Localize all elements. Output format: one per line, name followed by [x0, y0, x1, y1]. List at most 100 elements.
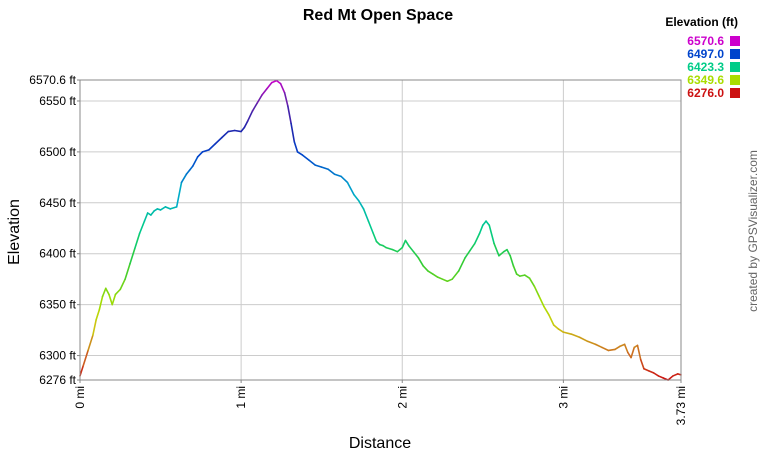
profile-segment: [498, 250, 505, 257]
profile-segment: [119, 278, 126, 291]
profile-segment: [150, 210, 155, 216]
profile-segment: [333, 173, 342, 178]
profile-segment: [114, 288, 122, 296]
profile-segment: [473, 232, 481, 245]
profile-segment: [422, 265, 429, 272]
x-tick-label: 3 mi: [556, 386, 570, 409]
profile-segment: [188, 165, 194, 172]
profile-segment: [401, 239, 407, 249]
profile-segment: [478, 224, 484, 235]
profile-segment: [446, 278, 454, 283]
profile-segment: [251, 102, 259, 112]
y-tick-label: 6450 ft: [39, 196, 76, 210]
x-tick-label: 1 mi: [234, 386, 248, 409]
profile-segment: [676, 373, 682, 376]
profile-segment: [464, 249, 471, 259]
legend-swatch: [730, 75, 740, 85]
profile-segment: [451, 270, 460, 280]
profile-segment: [133, 232, 141, 250]
profile-segment: [618, 343, 626, 348]
profile-segment: [159, 206, 167, 211]
profile-segment: [233, 129, 242, 133]
profile-segment: [266, 81, 273, 90]
profile-segment: [652, 372, 660, 377]
profile-segment: [427, 270, 434, 275]
profile-segment: [594, 343, 603, 349]
legend-label: 6423.3: [687, 60, 724, 74]
profile-segment: [208, 142, 217, 151]
profile-segment: [372, 232, 378, 243]
profile-segment: [432, 273, 439, 278]
profile-segment: [261, 87, 268, 96]
x-tick-label: 2 mi: [395, 386, 409, 409]
profile-segment: [562, 331, 573, 335]
x-axis-title: Distance: [349, 435, 411, 452]
profile-segment: [256, 94, 263, 104]
x-axis-ticks: 0 mi 1 mi 2 mi 3 mi 3.73 mi: [73, 380, 688, 425]
profile-segment: [441, 278, 449, 283]
profile-segment: [214, 136, 223, 145]
profile-segment: [570, 333, 581, 339]
profile-segment: [79, 364, 85, 377]
profile-segment: [101, 287, 107, 298]
profile-segment: [607, 348, 616, 352]
profile-segment: [169, 206, 178, 210]
legend-swatch: [730, 36, 740, 46]
profile-segment: [124, 263, 131, 280]
profile-segment: [104, 287, 110, 296]
profile-segment: [201, 149, 210, 153]
profile-segment: [630, 346, 636, 359]
y-axis-ticks: 6276 ft 6300 ft 6350 ft 6400 ft 6450 ft 6500 …: [29, 73, 80, 387]
profile-segment: [493, 242, 500, 257]
profile-segment: [275, 79, 282, 85]
profile-segment: [488, 224, 495, 245]
profile-segment: [404, 239, 410, 247]
profile-segment: [240, 126, 246, 133]
legend-swatch: [730, 62, 740, 72]
y-axis-title: Elevation: [6, 199, 23, 265]
legend-label: 6349.6: [687, 73, 724, 87]
profile-segment: [143, 212, 149, 222]
y-tick-label: 6570.6 ft: [29, 73, 76, 87]
profile-segment: [485, 220, 491, 227]
legend-label: 6276.0: [687, 86, 724, 100]
profile-segment: [512, 265, 518, 275]
profile-segment: [108, 293, 114, 306]
profile-segment: [528, 277, 536, 288]
profile-segment: [185, 169, 191, 176]
profile-segment: [296, 151, 304, 156]
profile-segment: [340, 175, 349, 184]
y-tick-label: 6350 ft: [39, 298, 76, 312]
profile-segment: [407, 244, 415, 253]
y-tick-label: 6550 ft: [39, 94, 76, 108]
profile-segment: [367, 220, 375, 235]
profile-segment: [436, 276, 444, 280]
profile-segment: [287, 105, 292, 125]
profile-segment: [647, 370, 655, 374]
profile-segment: [548, 314, 555, 326]
legend-label: 6570.6: [687, 34, 724, 48]
profile-segment: [357, 199, 365, 210]
profile-segment: [129, 247, 136, 265]
profile-segment: [346, 181, 355, 196]
grid: [80, 80, 681, 380]
profile-segment: [482, 220, 487, 227]
profile-segment: [417, 257, 424, 267]
credit-text: created by GPSVisualizer.com: [746, 150, 760, 312]
profile-segment: [623, 343, 629, 354]
legend-swatch: [730, 88, 740, 98]
legend: Elevation (ft) 6570.66497.06423.36349.66…: [665, 15, 740, 100]
profile-segment: [667, 375, 674, 381]
profile-segment: [227, 129, 236, 133]
profile-segment: [469, 242, 476, 252]
profile-segment: [279, 82, 286, 94]
legend-title: Elevation (ft): [665, 15, 738, 29]
legend-label: 6497.0: [687, 47, 724, 61]
profile-segment: [82, 349, 89, 367]
profile-segment: [586, 340, 597, 346]
profile-segment: [396, 246, 404, 253]
profile-segment: [557, 328, 565, 333]
profile-segment: [636, 344, 642, 361]
